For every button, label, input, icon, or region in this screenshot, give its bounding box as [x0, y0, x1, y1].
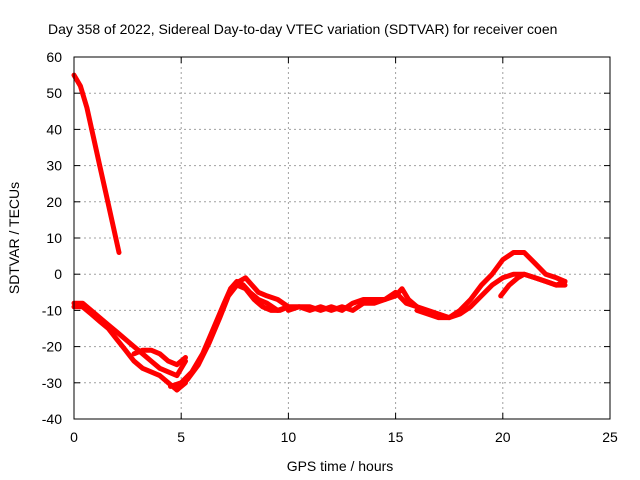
- y-tick-label: -30: [42, 375, 62, 391]
- x-tick-labels: 0 5 10 15 20 25: [70, 429, 618, 445]
- y-tick-label: -20: [42, 339, 62, 355]
- y-tick-labels: -40 -30 -20 -10 0 10 20 30 40 50 60: [42, 49, 62, 427]
- y-tick-label: 10: [46, 230, 62, 246]
- y-tick-label: 0: [54, 266, 62, 282]
- chart-title: Day 358 of 2022, Sidereal Day-to-day VTE…: [48, 21, 557, 37]
- series-arc-evening-3: [498, 271, 568, 299]
- y-tick-label: -40: [42, 411, 62, 427]
- y-axis-label: SDTVAR / TECUs: [6, 182, 22, 294]
- x-axis-label: GPS time / hours: [287, 458, 394, 474]
- y-tick-label: 40: [46, 121, 62, 137]
- series-arc-morning-3: [131, 347, 188, 368]
- y-tick-label: -10: [42, 302, 62, 318]
- x-tick-label: 10: [281, 429, 297, 445]
- series-arc-evening-2: [414, 250, 568, 321]
- x-tick-label: 20: [495, 429, 511, 445]
- data-series: [71, 72, 568, 393]
- series-arc-midday-3: [230, 275, 291, 310]
- x-tick-label: 15: [388, 429, 404, 445]
- y-tick-label: 60: [46, 49, 62, 65]
- series-arc-morning-2: [71, 304, 188, 393]
- y-tick-label: 50: [46, 85, 62, 101]
- y-tick-label: 30: [46, 158, 62, 174]
- series-arc-morning-1: [71, 300, 188, 379]
- axis-ticks: [73, 56, 611, 420]
- x-tick-label: 25: [602, 429, 618, 445]
- x-tick-label: 0: [70, 429, 78, 445]
- series-arc-afternoon-2: [285, 286, 420, 313]
- x-tick-label: 5: [177, 429, 185, 445]
- y-tick-label: 20: [46, 194, 62, 210]
- series-arc-early-high: [71, 72, 122, 255]
- series-arc-midday-2: [174, 282, 291, 393]
